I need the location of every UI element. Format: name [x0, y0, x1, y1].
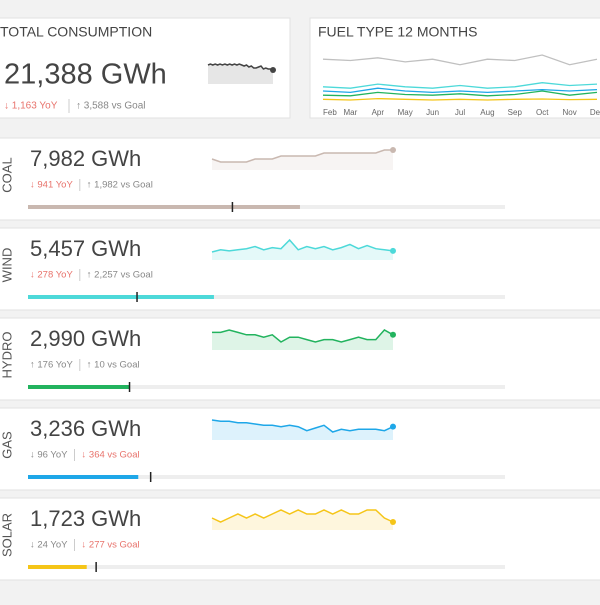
row-yoy: ↓ 941 YoY	[30, 180, 73, 191]
total-title: TOTAL CONSUMPTION	[0, 24, 152, 40]
bullet-bar	[28, 295, 214, 299]
fuel-line	[322, 97, 598, 101]
row-yoy: ↓ 278 YoY	[30, 270, 73, 281]
total-value: 21,388 GWh	[4, 59, 167, 91]
row-goal: ↓ 364 vs Goal	[82, 450, 140, 461]
row-value: 3,236 GWh	[30, 416, 141, 441]
row-goal: ↑ 2,257 vs Goal	[87, 270, 153, 281]
spark-end	[270, 67, 276, 73]
fuel-panel	[309, 17, 600, 119]
spark-end	[390, 147, 396, 153]
bullet-track	[28, 565, 505, 569]
spark-end	[390, 423, 396, 430]
spark-area	[212, 330, 393, 350]
spark-line	[211, 509, 394, 523]
fuel-line	[322, 87, 598, 94]
fuel-line	[322, 82, 598, 89]
row-label: GAS	[0, 431, 14, 459]
row-label: WIND	[0, 248, 14, 283]
row-goal: ↑ 10 vs Goal	[87, 360, 140, 371]
row-yoy: ↑ 176 YoY	[30, 360, 73, 371]
x-tick-label: May	[398, 108, 413, 117]
row-value: 1,723 GWh	[30, 506, 141, 531]
x-tick-label: Apr	[372, 108, 385, 117]
bullet-bar	[28, 205, 300, 209]
bullet-track	[28, 475, 505, 479]
bullet-bar	[28, 475, 139, 479]
x-tick-label: Mar	[344, 108, 358, 117]
fuel-line	[322, 54, 598, 66]
x-tick-label: Jun	[426, 108, 439, 117]
spark-end	[390, 519, 396, 525]
bullet-bar	[28, 385, 130, 389]
spark-line	[211, 238, 394, 253]
bullet-bar	[28, 565, 87, 569]
spark-end	[390, 331, 396, 338]
row-label: COAL	[0, 157, 14, 192]
spark-end	[390, 247, 396, 254]
x-tick-label: Oct	[536, 108, 549, 117]
x-tick-label: Nov	[562, 108, 576, 117]
row-yoy: ↓ 24 YoY	[30, 540, 68, 551]
spark-line	[212, 329, 394, 343]
spark-area	[212, 150, 393, 170]
fuel-title: FUEL TYPE 12 MONTHS	[318, 24, 477, 40]
row-goal: ↑ 1,982 vs Goal	[87, 180, 153, 191]
x-tick-label: Aug	[480, 108, 494, 117]
x-tick-label: Dec	[590, 108, 600, 117]
x-tick-label: Feb	[323, 108, 337, 117]
row-value: 2,990 GWh	[30, 326, 141, 351]
spark-area	[208, 64, 273, 84]
fuel-line	[322, 90, 598, 97]
row-yoy: ↓ 96 YoY	[30, 450, 68, 461]
total-goal: ↑ 3,588 vs Goal	[76, 101, 145, 112]
spark-line	[207, 63, 274, 71]
row-value: 7,982 GWh	[30, 146, 141, 171]
row-label: SOLAR	[0, 513, 14, 557]
spark-area	[212, 240, 393, 260]
row-goal: ↓ 277 vs Goal	[82, 540, 140, 551]
x-tick-label: Sep	[508, 108, 523, 117]
row-label: HYDRO	[0, 332, 14, 379]
spark-line	[211, 149, 393, 163]
total-yoy: ↓ 1,163 YoY	[4, 101, 58, 112]
bullet-track	[28, 295, 505, 299]
spark-line	[211, 419, 394, 433]
row-value: 5,457 GWh	[30, 236, 141, 261]
x-tick-label: Jul	[455, 108, 465, 117]
bullet-track	[28, 385, 505, 389]
